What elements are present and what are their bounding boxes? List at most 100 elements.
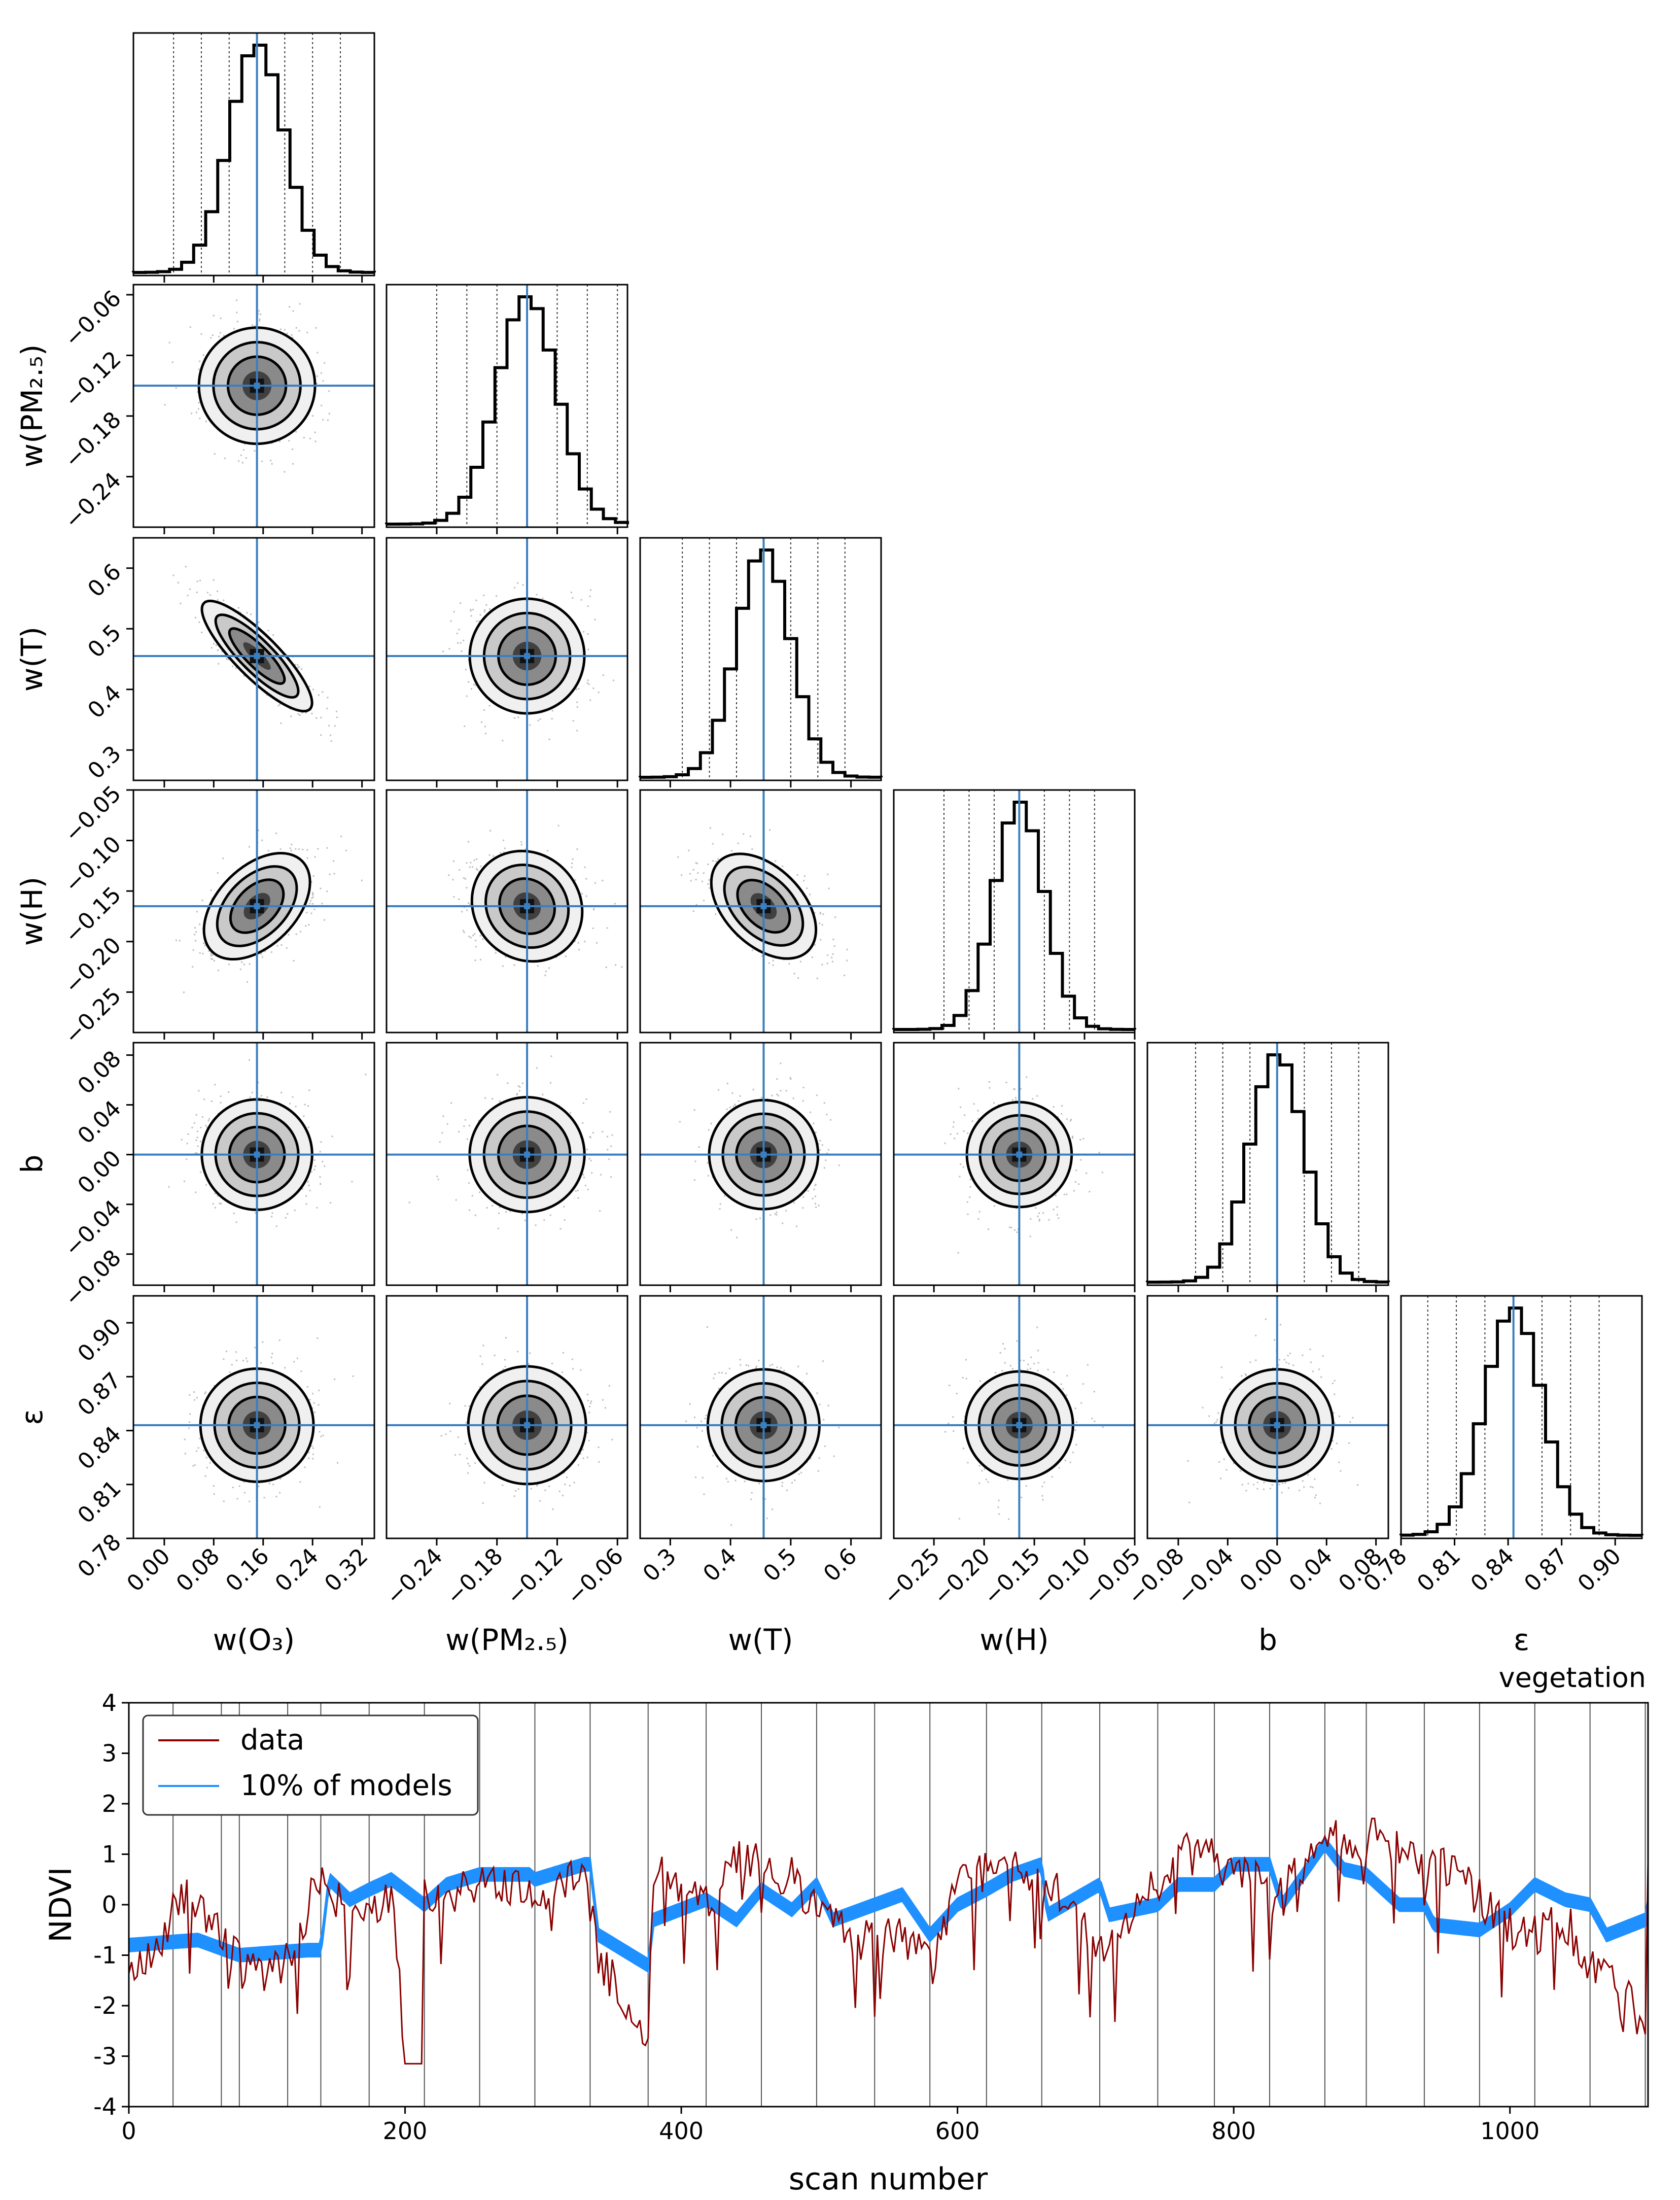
y-tick-label: −0.15	[59, 882, 126, 948]
y-tick-label: -1	[93, 1942, 117, 1969]
contour-line	[468, 1095, 586, 1214]
models-band	[129, 1836, 1648, 1973]
contour-line	[992, 1127, 1047, 1182]
y-tick-label: 0.87	[73, 1367, 126, 1421]
corner-panel-wH-wT	[639, 789, 882, 1040]
y-tick-label: 3	[102, 1740, 117, 1767]
x-axis-label-b: b	[1258, 1623, 1277, 1657]
y-tick-label: 0.78	[73, 1529, 126, 1583]
contour-line	[498, 877, 556, 935]
y-axis-label-b: b	[15, 1155, 49, 1174]
x-tick-label: −0.20	[928, 1543, 995, 1610]
y-axis-label-eps: ε	[15, 1409, 49, 1425]
corner-panel-wH-wO3: −0.25−0.20−0.15−0.10−0.05 w(H)	[15, 781, 375, 1049]
plot-area	[129, 1703, 1648, 2107]
y-tick-label: 0.6	[83, 559, 126, 602]
panel-frame	[1400, 1295, 1643, 1539]
y-tick-label: −0.05	[59, 781, 126, 847]
x-tick-label: −0.15	[978, 1543, 1045, 1610]
contour-line	[735, 1126, 792, 1183]
contour-line	[1234, 1382, 1320, 1469]
x-tick-label: 0.24	[270, 1543, 324, 1597]
histogram-wPM25	[385, 295, 629, 526]
panel-frame	[132, 537, 375, 781]
y-tick-label: −0.10	[59, 831, 126, 898]
x-tick-label: −0.18	[441, 1543, 508, 1610]
contour-line	[497, 1124, 557, 1185]
truth-marker	[1016, 1422, 1023, 1428]
contour-line	[708, 1098, 820, 1211]
y-tick-label: −0.25	[59, 983, 126, 1049]
y-tick-label: 0.00	[73, 1145, 126, 1198]
truth-marker	[760, 903, 767, 910]
x-tick-label: −0.24	[381, 1543, 447, 1610]
x-tick-label: 600	[935, 2117, 980, 2145]
contour-line	[202, 852, 311, 961]
x-tick-label: 0.84	[1466, 1543, 1519, 1597]
x-tick-label: 0.04	[1284, 1543, 1338, 1597]
contour-line	[214, 1112, 300, 1197]
contour-line	[228, 627, 286, 685]
truth-marker	[254, 1422, 260, 1428]
contour-line	[965, 1101, 1073, 1209]
histogram-eps	[1399, 1307, 1643, 1537]
contour-line	[470, 849, 584, 963]
y-tick-label: −0.20	[59, 932, 126, 999]
truth-marker	[524, 1422, 531, 1428]
x-tick-label: 400	[659, 2117, 704, 2145]
truth-marker	[254, 903, 260, 910]
contour-line	[482, 1110, 572, 1199]
x-tick-label: 0.3	[638, 1543, 682, 1587]
corner-panel-wT-wT	[639, 537, 883, 787]
contour-line	[977, 1384, 1061, 1467]
corner-panel-b-wO3: −0.08−0.040.000.040.08 b	[15, 1042, 375, 1312]
corner-panel-b-b	[1146, 1042, 1390, 1292]
contour-line	[496, 1394, 558, 1456]
contour-line	[199, 1367, 315, 1483]
corner-panel-eps-wT: 0.3 0.4 0.5 0.6 w(T)	[638, 1295, 882, 1657]
truth-marker	[760, 1422, 767, 1428]
corner-panel-eps-wH: −0.25−0.20−0.15−0.10−0.05w(H)	[879, 1295, 1146, 1657]
panel-frame	[893, 1295, 1136, 1539]
legend: data 10% of models	[142, 1714, 479, 1816]
y-axis-label: NDVI	[43, 1867, 79, 1943]
corner-panel-wPM25-wO3: −0.24−0.18−0.12−0.06 w(PM₂.₅)	[15, 284, 375, 534]
corner-panel-wH-wPM25	[386, 789, 628, 1040]
corner-panel-b-wH	[893, 1042, 1136, 1292]
x-tick-label: 0.08	[171, 1543, 225, 1597]
contour-line	[214, 613, 300, 699]
y-tick-label: −0.06	[59, 286, 126, 352]
y-tick-label: 0.3	[83, 741, 126, 784]
x-tick-label: 0.32	[320, 1543, 373, 1597]
contour-line	[710, 852, 818, 960]
contour-line	[481, 1380, 573, 1471]
contour-line	[213, 1381, 301, 1469]
y-tick-label: 0.08	[73, 1046, 126, 1099]
panel-frame	[386, 537, 628, 781]
panel-frame	[132, 1295, 375, 1539]
panel-frame	[386, 789, 628, 1034]
legend-label-models: 10% of models	[240, 1769, 452, 1802]
y-axis-label-wT: w(T)	[15, 627, 49, 692]
x-tick-label: 800	[1211, 2117, 1256, 2145]
x-axis-label: scan number	[789, 2161, 988, 2197]
x-tick-label: 1000	[1480, 2117, 1539, 2145]
corner-panel-wT-wPM25	[386, 537, 628, 787]
contour-line	[226, 355, 288, 416]
contour-line	[720, 1382, 807, 1468]
contour-line	[964, 1370, 1074, 1481]
panel-frame	[639, 789, 882, 1034]
y-tick-label: 1	[102, 1841, 117, 1868]
x-tick-label: 0.16	[221, 1543, 274, 1597]
contour-line	[200, 599, 313, 713]
contour-line	[227, 1395, 287, 1455]
corner-panel-eps-wPM25: −0.24−0.18−0.12−0.06 w(PM₂.₅)	[381, 1295, 628, 1657]
y-tick-label: 0.04	[73, 1095, 126, 1149]
panel-frame	[132, 284, 375, 528]
x-tick-label: −0.10	[1029, 1543, 1095, 1610]
truth-marker	[1274, 1422, 1280, 1428]
x-tick-label: −0.06	[562, 1543, 628, 1610]
x-tick-label: 0.6	[819, 1543, 862, 1587]
panel-frame	[893, 789, 1136, 1034]
contour-line	[216, 865, 298, 947]
